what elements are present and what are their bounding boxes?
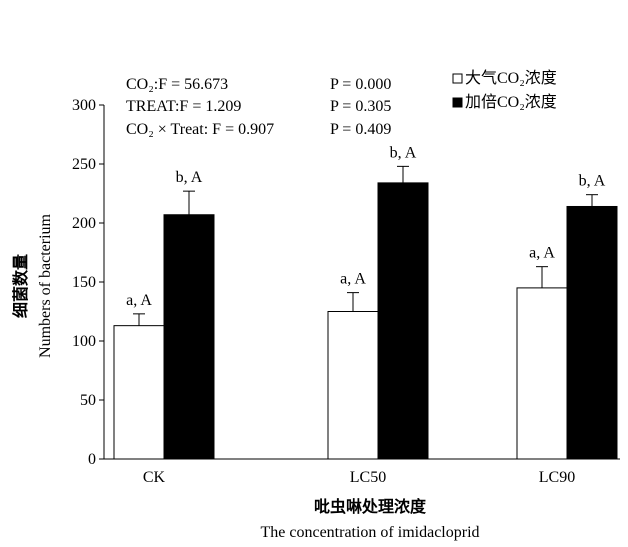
- stat-interaction-f: CO₂ × Treat: F = 0.907: [126, 121, 274, 138]
- x-tick-label: LC90: [539, 469, 575, 486]
- y-axis-title-cn: 细菌数量: [11, 254, 30, 318]
- stat-treat-p: P = 0.305: [330, 98, 391, 115]
- statistics-block: CO₂:F = 56.673 P = 0.000 TREAT:F = 1.209…: [126, 76, 391, 138]
- y-tick-label: 50: [80, 392, 96, 409]
- legend-label-ambient: 大气CO₂浓度: [465, 69, 557, 87]
- x-tick-label: LC50: [350, 469, 386, 486]
- y-tick-label: 150: [72, 274, 96, 291]
- axes: 0 50 100 150 200 250 300 CK LC50 LC90: [72, 97, 620, 486]
- bar: [516, 287, 568, 460]
- bar: [163, 214, 215, 460]
- y-axis-title-en: Numbers of bacterium: [37, 213, 54, 358]
- x-axis-title: 吡虫啉处理浓度 The concentration of imidaclopri…: [260, 497, 479, 541]
- data-label: b, A: [579, 173, 606, 190]
- stat-co2-p: P = 0.000: [330, 76, 391, 93]
- data-label: a, A: [340, 271, 366, 288]
- bar: [327, 311, 379, 460]
- y-tick-label: 100: [72, 333, 96, 350]
- legend-swatch-ambient: [452, 73, 463, 84]
- bar: [113, 325, 165, 460]
- bars: a, A a, A a, A b, A b, A b, A: [113, 144, 618, 460]
- legend-label-elevated: 加倍CO₂浓度: [465, 93, 557, 111]
- x-tick-label: CK: [143, 469, 166, 486]
- legend-swatch-elevated: [452, 97, 463, 108]
- stat-treat-f: TREAT:F = 1.209: [126, 98, 241, 115]
- data-label: a, A: [126, 292, 152, 309]
- x-axis-title-en: The concentration of imidacloprid: [260, 524, 479, 541]
- bar: [377, 182, 429, 460]
- stat-interaction-p: P = 0.409: [330, 121, 391, 138]
- y-tick-label: 0: [88, 451, 96, 468]
- legend: 大气CO₂浓度 加倍CO₂浓度: [452, 69, 557, 111]
- data-label: b, A: [390, 144, 417, 161]
- data-label: a, A: [529, 245, 555, 262]
- data-label: b, A: [176, 169, 203, 186]
- y-axis-title: 细菌数量 Numbers of bacterium: [11, 213, 54, 358]
- y-tick-label: 300: [72, 97, 96, 114]
- y-tick-label: 250: [72, 156, 96, 173]
- y-tick-label: 200: [72, 215, 96, 232]
- stat-co2-f: CO₂:F = 56.673: [126, 76, 228, 93]
- x-axis-title-cn: 吡虫啉处理浓度: [314, 497, 427, 516]
- bar: [566, 205, 618, 460]
